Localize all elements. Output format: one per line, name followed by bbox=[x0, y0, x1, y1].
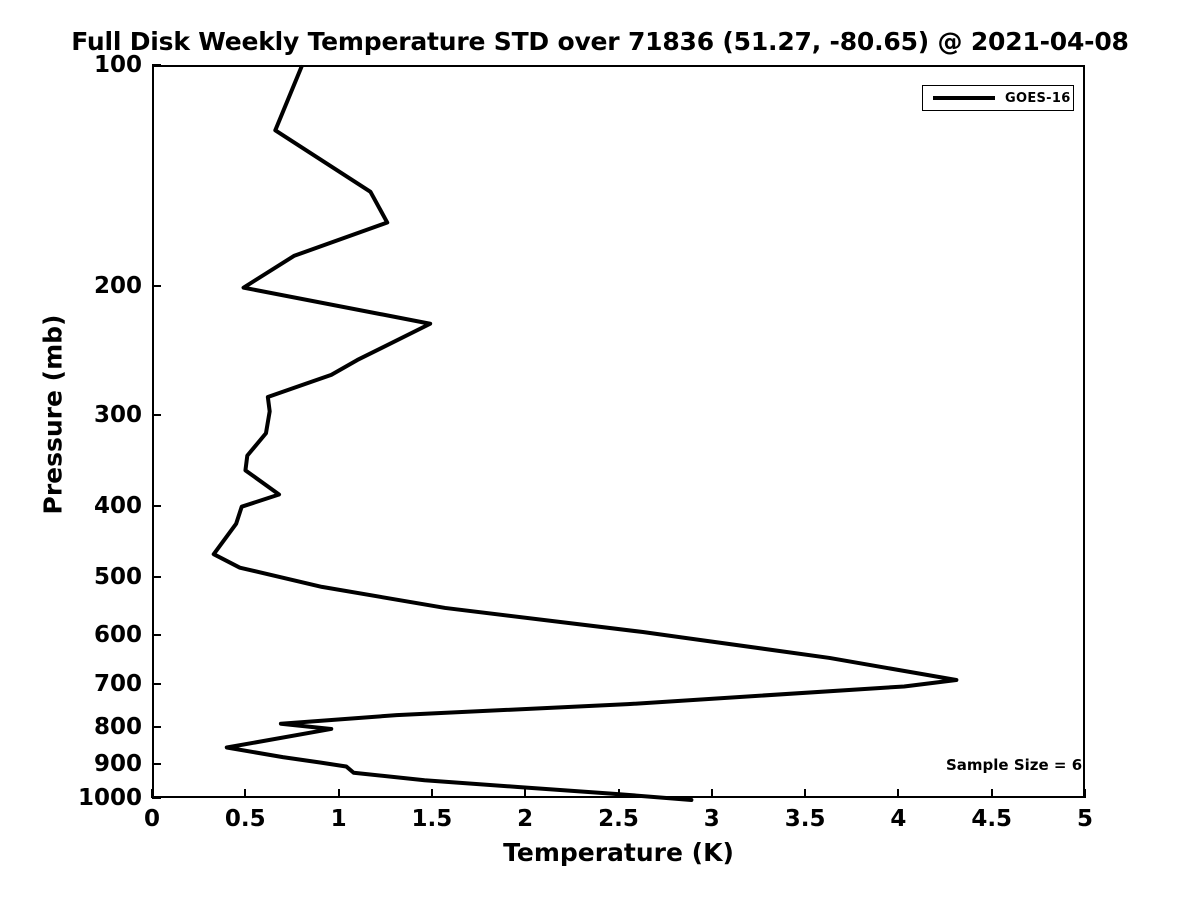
y-tick-label: 400 bbox=[93, 493, 142, 520]
y-tick-mark bbox=[152, 634, 161, 637]
y-tick-label: 1000 bbox=[77, 785, 142, 811]
x-tick-mark bbox=[524, 789, 527, 798]
y-tick-label: 200 bbox=[93, 272, 142, 299]
x-tick-mark bbox=[151, 789, 153, 798]
x-tick-label: 4.5 bbox=[971, 806, 1013, 832]
y-tick-label: 500 bbox=[93, 564, 142, 591]
legend-line-swatch bbox=[933, 96, 995, 100]
x-tick-mark bbox=[244, 789, 247, 798]
x-tick-mark bbox=[990, 789, 993, 798]
x-tick-mark bbox=[337, 789, 340, 798]
y-tick-label: 600 bbox=[93, 622, 142, 649]
x-tick-label: 3 bbox=[703, 806, 720, 832]
y-tick-mark bbox=[152, 64, 161, 66]
x-tick-mark bbox=[430, 789, 433, 798]
plot-area bbox=[152, 65, 1085, 802]
y-tick-label: 900 bbox=[93, 751, 142, 778]
x-tick-label: 5 bbox=[1076, 806, 1094, 832]
y-tick-mark bbox=[152, 284, 161, 287]
legend-label-goes16: GOES-16 bbox=[1005, 90, 1071, 106]
data-line-goes16 bbox=[211, 65, 959, 802]
x-tick-mark bbox=[617, 789, 620, 798]
y-tick-label: 100 bbox=[93, 52, 142, 78]
y-tick-mark bbox=[152, 763, 161, 766]
y-tick-mark bbox=[152, 505, 161, 508]
x-tick-mark bbox=[897, 789, 900, 798]
x-tick-mark bbox=[710, 789, 713, 798]
y-tick-label: 700 bbox=[93, 671, 142, 698]
sample-size-annotation: Sample Size = 6 bbox=[946, 756, 1083, 774]
legend: GOES-16 bbox=[922, 85, 1074, 111]
y-tick-mark bbox=[152, 413, 161, 416]
x-axis-title: Temperature (K) bbox=[503, 838, 734, 867]
y-tick-mark bbox=[152, 576, 161, 579]
x-axis-tick-labels: 0 0.5 1 1.5 2 2.5 3 3.5 4 4.5 5 bbox=[144, 806, 1093, 836]
x-tick-label: 1 bbox=[330, 806, 347, 832]
y-tick-label: 800 bbox=[93, 713, 142, 740]
x-tick-label: 2 bbox=[517, 806, 534, 832]
x-tick-mark bbox=[804, 789, 807, 798]
y-tick-mark bbox=[152, 683, 161, 686]
x-tick-label: 3.5 bbox=[784, 806, 826, 832]
y-tick-mark bbox=[152, 797, 161, 799]
x-tick-label: 2.5 bbox=[598, 806, 639, 832]
x-tick-label: 1.5 bbox=[411, 806, 453, 832]
y-axis-tick-labels: 100 200 300 400 500 600 700 800 900 1000 bbox=[0, 52, 142, 811]
data-series-svg bbox=[211, 65, 959, 802]
x-tick-mark bbox=[1084, 789, 1086, 798]
y-tick-label: 300 bbox=[93, 401, 142, 428]
x-tick-label: 0.5 bbox=[224, 806, 266, 832]
x-tick-label: 4 bbox=[890, 806, 907, 832]
page-title: Full Disk Weekly Temperature STD over 71… bbox=[71, 27, 1129, 56]
x-tick-label: 0 bbox=[143, 806, 161, 832]
y-tick-mark bbox=[152, 725, 161, 728]
